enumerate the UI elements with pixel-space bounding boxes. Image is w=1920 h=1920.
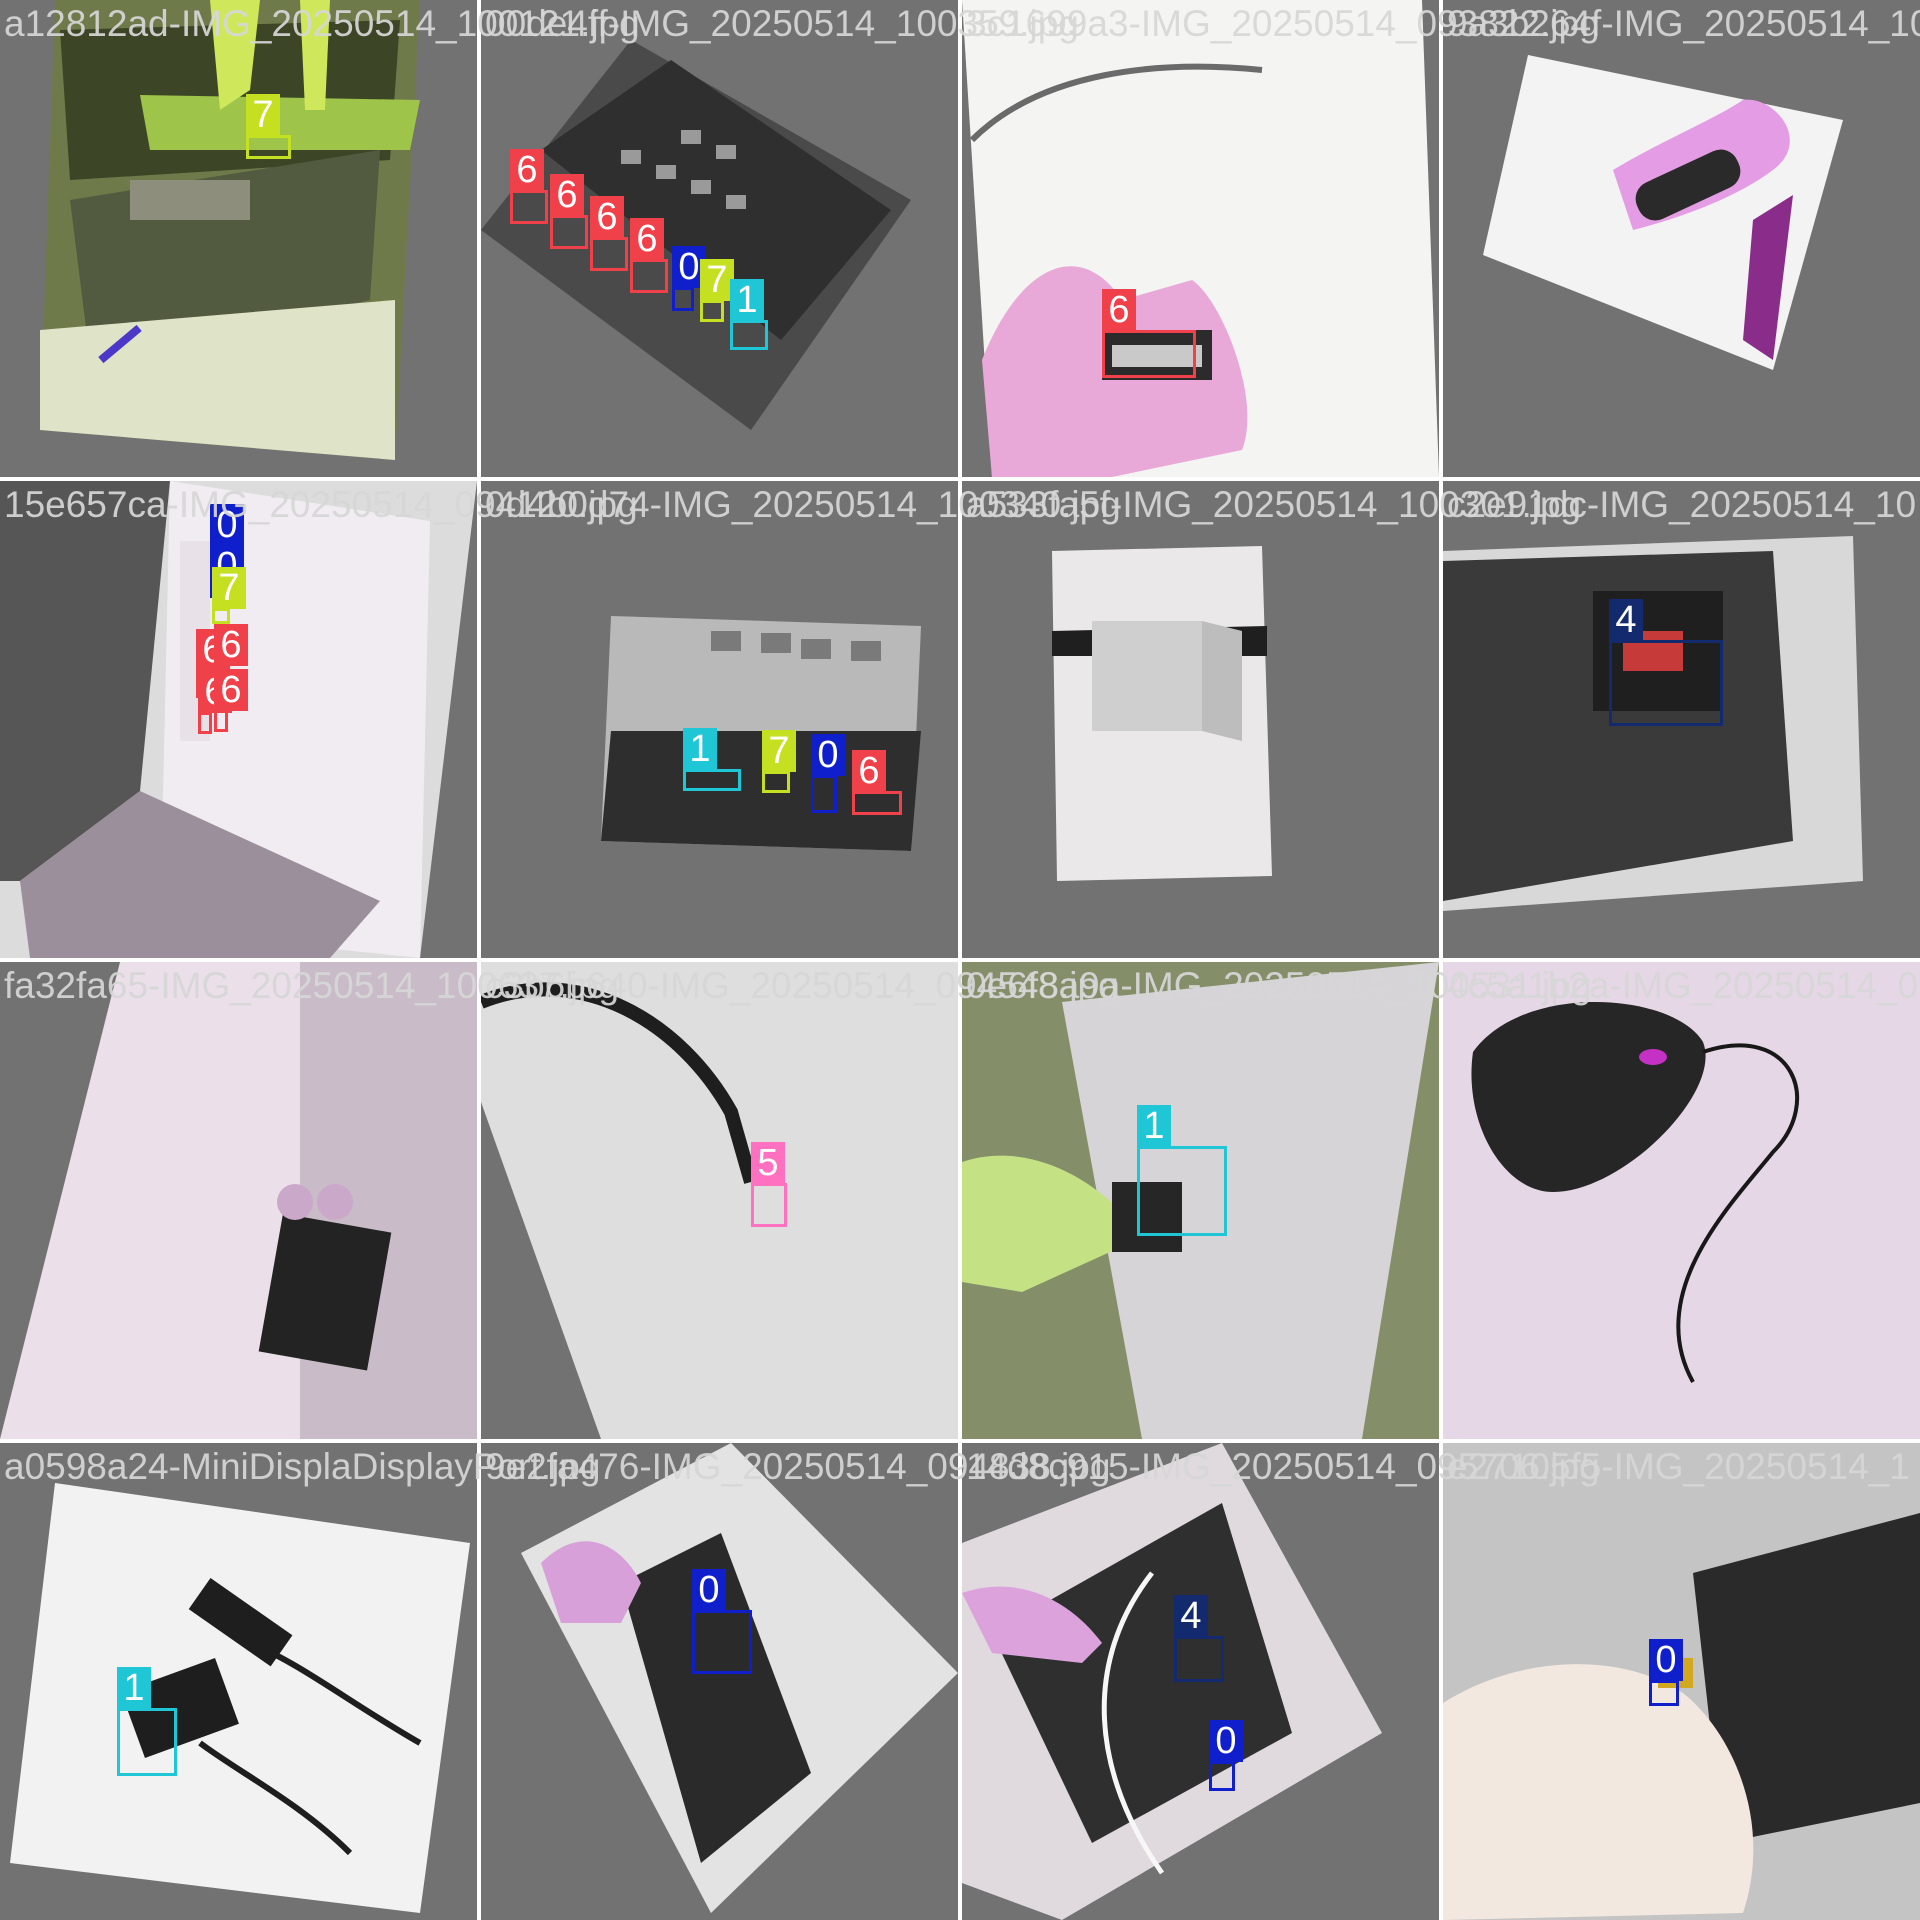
bbox-class-6: 6	[630, 259, 668, 293]
tile-8-filename: c2e91dc-IMG_20250514_10	[1447, 485, 1916, 525]
bbox-class-6: 6	[1102, 330, 1196, 378]
bbox-class-6-label: 6	[550, 174, 584, 216]
scene-remote	[1443, 0, 1920, 477]
bbox-class-0-label: 0	[811, 734, 845, 776]
bbox-class-0-label: 0	[1209, 1720, 1243, 1762]
bbox-class-6: 6	[550, 215, 588, 249]
bbox-class-6-label: 6	[214, 669, 248, 711]
image-tile-16	[1443, 1443, 1920, 1920]
image-tile-1	[0, 0, 477, 477]
bbox-class-1: 1	[683, 769, 741, 791]
bbox-class-1-label: 1	[683, 728, 717, 770]
image-tile-12	[1443, 962, 1920, 1439]
image-tile-3	[962, 0, 1439, 477]
bbox-class-4: 4	[1609, 640, 1723, 726]
bbox-class-0: 0	[692, 1610, 752, 1674]
bbox-class-6: 6	[590, 237, 628, 271]
bbox-class-1: 1	[1137, 1146, 1227, 1236]
tile-4-filename: 9a3b264f-IMG_20250514_10	[1447, 4, 1920, 44]
bbox-class-6-label: 6	[590, 196, 624, 238]
scene-monitor-ports	[481, 481, 958, 958]
scene-minidp-cable	[0, 1443, 477, 1920]
scene-bracket-strap	[962, 481, 1439, 958]
bbox-class-0: 0	[1209, 1761, 1235, 1791]
bbox-class-0-label: 0	[1649, 1639, 1683, 1681]
bbox-class-5: 5	[751, 1183, 787, 1227]
scene-hand-dongle	[1443, 1443, 1920, 1920]
bbox-class-4-label: 4	[1609, 599, 1643, 641]
bbox-class-6: 6	[852, 791, 902, 815]
image-tile-14	[481, 1443, 958, 1920]
bbox-class-6-label: 6	[214, 624, 248, 666]
scene-hand-usb	[962, 0, 1439, 477]
bbox-class-7-label: 7	[246, 94, 280, 136]
bbox-class-7-label: 7	[700, 259, 734, 301]
image-tile-4	[1443, 0, 1920, 477]
bbox-class-6: 6	[214, 710, 228, 732]
bbox-class-6-label: 6	[510, 149, 544, 191]
image-tile-7	[962, 481, 1439, 958]
bbox-class-0-label: 0	[692, 1569, 726, 1611]
bbox-class-7: 7	[762, 771, 790, 793]
bbox-class-1-label: 1	[117, 1667, 151, 1709]
scene-jack-plug	[481, 1443, 958, 1920]
bbox-class-1-label: 1	[1137, 1105, 1171, 1147]
image-tile-10	[481, 962, 958, 1439]
scene-case-plug	[0, 962, 477, 1439]
bbox-class-5-label: 5	[751, 1142, 785, 1184]
bbox-class-6: 6	[198, 712, 212, 734]
image-tile-9	[0, 962, 477, 1439]
bbox-class-0: 0	[811, 775, 837, 813]
bbox-class-4-label: 4	[1174, 1595, 1208, 1637]
image-tile-13	[0, 1443, 477, 1920]
bbox-class-7: 7	[212, 608, 230, 624]
scene-cable-tip	[481, 962, 958, 1439]
bbox-class-0: 0	[672, 287, 694, 311]
scene-monitor-phone	[0, 0, 477, 477]
tile-16-filename: e27105f5-IMG_20250514_1	[1447, 1447, 1910, 1487]
bbox-class-1: 1	[117, 1708, 177, 1776]
bbox-class-7-label: 7	[762, 730, 796, 772]
bbox-class-6-label: 6	[852, 750, 886, 792]
scene-mouse	[1443, 962, 1920, 1439]
bbox-class-6-label: 6	[1102, 289, 1136, 331]
bbox-class-1-label: 1	[730, 279, 764, 321]
bbox-class-1: 1	[730, 320, 768, 350]
bbox-class-6-label: 6	[630, 218, 664, 260]
bbox-class-6: 6	[510, 190, 548, 224]
tile-12-filename: 4c5a1b2a-IMG_20250514_0	[1447, 966, 1918, 1006]
bbox-class-0: 0	[1649, 1680, 1679, 1706]
bbox-class-4: 4	[1174, 1636, 1224, 1682]
image-tile-6	[481, 481, 958, 958]
bbox-class-7: 7	[700, 300, 724, 322]
bbox-class-7: 7	[246, 135, 291, 159]
bbox-class-7-label: 7	[212, 567, 246, 609]
